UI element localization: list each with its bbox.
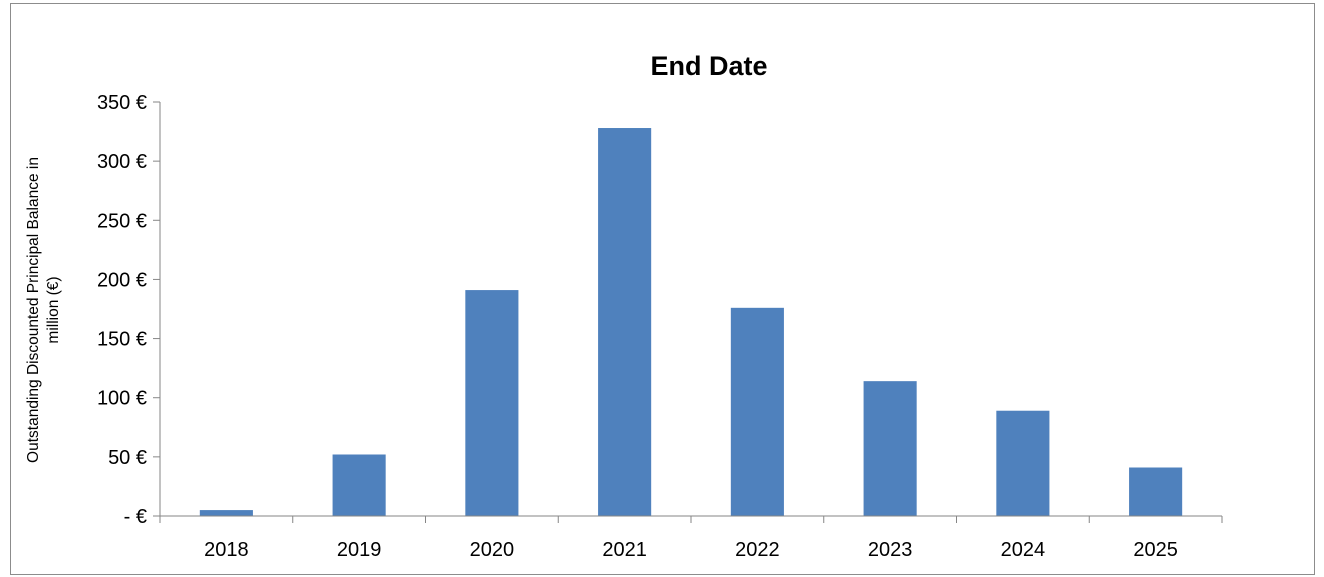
bar-2023	[863, 381, 917, 516]
x-tick-label: 2025	[1133, 539, 1178, 561]
bar-2022	[730, 307, 784, 516]
y-axis-label: Outstanding Discounted Principal Balance…	[25, 157, 62, 463]
y-tick-label: 250 €	[97, 210, 147, 232]
bar-2025	[1129, 467, 1183, 516]
y-tick-label: 50 €	[108, 447, 147, 469]
y-tick-label: - €	[124, 506, 147, 528]
x-tick-label: 2022	[735, 539, 780, 561]
x-tick-label: 2018	[204, 539, 249, 561]
bar-2020	[465, 290, 519, 516]
x-tick-label: 2020	[470, 539, 515, 561]
bar-2019	[332, 454, 386, 516]
x-tick-label: 2024	[1001, 539, 1046, 561]
bar-2024	[996, 410, 1050, 516]
y-tick-label: 200 €	[97, 269, 147, 291]
x-tick-label: 2019	[337, 539, 382, 561]
chart-title: End Date	[650, 51, 767, 81]
y-axis-ticks: - € 50 € 100 € 150 € 200 € 250 € 300 € 350 €	[97, 92, 160, 528]
y-tick-label: 150 €	[97, 329, 147, 351]
x-axis-ticks: 2018 2019 2020 2021 2022 2023 2024 2025	[159, 516, 1223, 561]
y-tick-label: 350 €	[97, 92, 147, 114]
y-axis-label-line-2: million (€)	[45, 276, 62, 343]
bar-2018	[199, 510, 253, 516]
chart-frame	[10, 3, 1315, 575]
bars-group	[199, 128, 1183, 516]
bar-2021	[598, 128, 652, 516]
x-tick-label: 2021	[602, 539, 647, 561]
y-tick-label: 100 €	[97, 388, 147, 410]
x-tick-label: 2023	[868, 539, 913, 561]
y-tick-label: 300 €	[97, 151, 147, 173]
y-axis-label-line-1: Outstanding Discounted Principal Balance…	[25, 157, 42, 463]
